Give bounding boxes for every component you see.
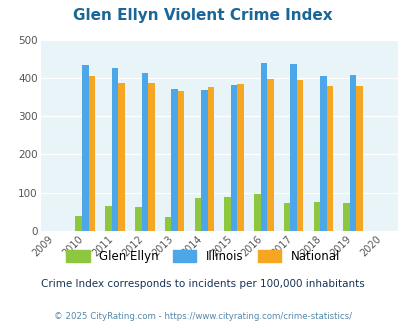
Bar: [349, 75, 356, 231]
Bar: [313, 202, 320, 231]
Bar: [134, 207, 141, 231]
Bar: [224, 197, 230, 231]
Text: © 2025 CityRating.com - https://www.cityrating.com/crime-statistics/: © 2025 CityRating.com - https://www.city…: [54, 312, 351, 321]
Bar: [254, 194, 260, 231]
Bar: [177, 91, 184, 231]
Bar: [111, 68, 118, 231]
Bar: [296, 80, 303, 231]
Bar: [88, 76, 95, 231]
Bar: [326, 86, 333, 231]
Bar: [230, 85, 237, 231]
Bar: [283, 203, 290, 231]
Bar: [75, 216, 82, 231]
Bar: [164, 217, 171, 231]
Bar: [118, 83, 125, 231]
Bar: [200, 90, 207, 231]
Bar: [320, 76, 326, 231]
Legend: Glen Ellyn, Illinois, National: Glen Ellyn, Illinois, National: [61, 245, 344, 268]
Bar: [148, 83, 154, 231]
Text: Glen Ellyn Violent Crime Index: Glen Ellyn Violent Crime Index: [73, 8, 332, 23]
Bar: [266, 79, 273, 231]
Bar: [171, 89, 177, 231]
Text: Crime Index corresponds to incidents per 100,000 inhabitants: Crime Index corresponds to incidents per…: [41, 279, 364, 289]
Bar: [343, 203, 349, 231]
Bar: [237, 84, 243, 231]
Bar: [290, 64, 296, 231]
Bar: [356, 86, 362, 231]
Bar: [82, 65, 88, 231]
Bar: [141, 73, 148, 231]
Bar: [207, 87, 214, 231]
Bar: [260, 63, 266, 231]
Bar: [105, 206, 111, 231]
Bar: [194, 198, 200, 231]
